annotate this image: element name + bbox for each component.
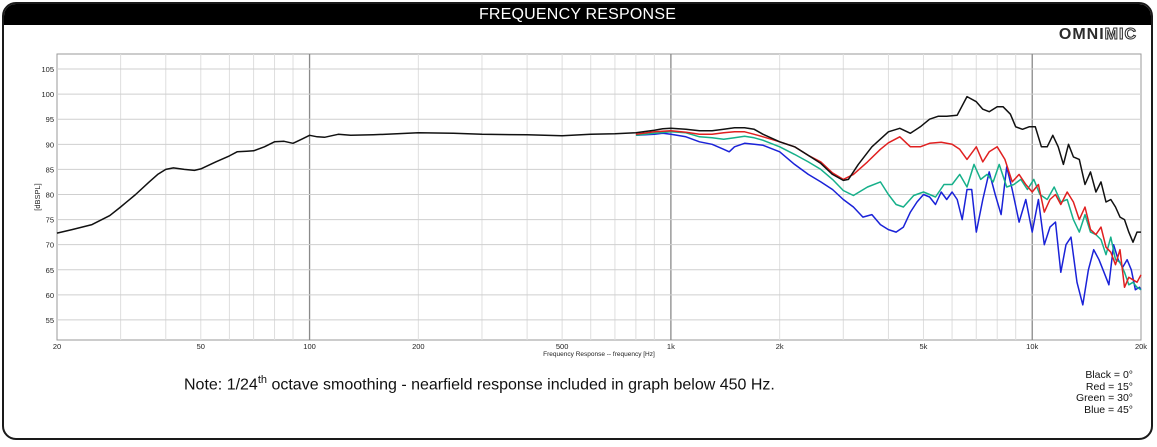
x-tick-label: 50 [197, 342, 205, 351]
series-layer [56, 95, 1142, 306]
x-tick-label: 10k [1026, 342, 1038, 351]
logo-part-solid: OMNI [1058, 26, 1105, 43]
y-tick-label: 55 [46, 316, 54, 325]
chart-title-bar: FREQUENCY RESPONSE [4, 4, 1151, 25]
x-tick-label: 20k [1135, 342, 1147, 351]
y-tick-label: 105 [41, 65, 54, 74]
y-tick-label: 75 [46, 216, 54, 225]
y-tick-label: 60 [46, 291, 54, 300]
y-tick-label: 95 [46, 115, 54, 124]
legend-item-blue: Blue = 45° [1084, 403, 1133, 416]
y-tick-label: 85 [46, 165, 54, 174]
y-tick-label: 70 [46, 241, 54, 250]
omnimic-logo: OMNIMIC [1059, 26, 1137, 44]
y-tick-label: 100 [41, 90, 54, 99]
y-axis-label: [dBSPL] [33, 183, 42, 211]
grid-layer [56, 53, 1142, 341]
x-tick-label: 200 [412, 342, 425, 351]
y-tick-label: 80 [46, 190, 54, 199]
smoothing-note: Note: 1/24th octave smoothing - nearfiel… [184, 374, 775, 394]
x-tick-label: 20 [53, 342, 61, 351]
series-line-black [56, 95, 1141, 243]
note-prefix: Note: 1/24 [184, 376, 258, 394]
x-tick-label: 5k [919, 342, 927, 351]
label-layer: 55 60 65 70 75 80 85 90 95 100 105 20 50 100 200 500 1k 2… [33, 65, 1147, 358]
series-line-red [635, 130, 1142, 289]
y-tick-label: 65 [46, 266, 54, 275]
x-tick-label: 1k [667, 342, 675, 351]
x-axis-label: Frequency Response -- frequency [Hz] [543, 351, 655, 358]
series-line-blue [635, 132, 1142, 306]
x-tick-label: 500 [556, 342, 569, 351]
y-tick-label: 90 [46, 140, 54, 149]
x-tick-label: 100 [303, 342, 316, 351]
legend-item-red: Red = 15° [1085, 380, 1133, 393]
legend: Black = 0° Red = 15° Green = 30° Blue = … [1075, 369, 1133, 416]
plot-area [56, 53, 1142, 341]
x-tick-label: 2k [776, 342, 784, 351]
note-suffix: octave smoothing - nearfield response in… [267, 376, 775, 394]
note-sup: th [257, 374, 268, 386]
legend-item-black: Black = 0° [1085, 369, 1133, 381]
logo-part-outline: MIC [1104, 26, 1137, 44]
legend-item-green: Green = 30° [1075, 392, 1133, 404]
